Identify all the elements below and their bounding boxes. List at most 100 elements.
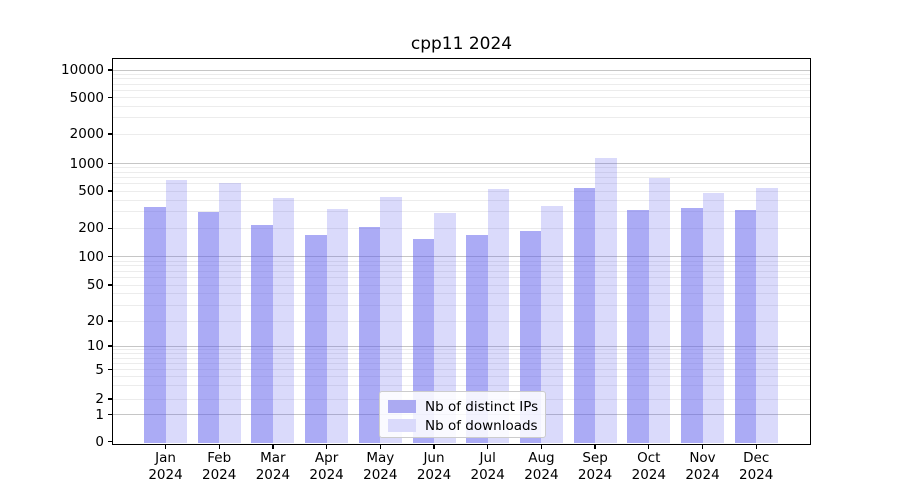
bar-downloads-jun xyxy=(434,213,456,444)
x-tick-label-sep: Sep 2024 xyxy=(559,450,631,483)
gridline-minor xyxy=(113,78,810,80)
bar-distinct-ips-jan xyxy=(144,206,166,444)
y-tick-mark xyxy=(107,162,113,165)
x-tick-month: Apr xyxy=(314,450,339,466)
bar-distinct-ips-dec xyxy=(734,210,757,444)
y-tick-mark xyxy=(107,97,113,99)
gridline-minor xyxy=(113,106,810,108)
x-tick-mark xyxy=(701,443,704,449)
x-tick-year: 2024 xyxy=(255,466,291,483)
bar-distinct-ips-may xyxy=(358,227,381,444)
y-tick-mark xyxy=(107,368,113,371)
gridline-minor xyxy=(113,385,810,387)
y-tick-label: 1000 xyxy=(69,155,104,172)
y-tick-mark xyxy=(107,133,113,135)
gridline-major xyxy=(113,256,810,258)
x-tick-year: 2024 xyxy=(470,466,505,483)
x-tick-label-feb: Feb 2024 xyxy=(183,450,255,483)
y-tick-label: 10000 xyxy=(61,62,104,78)
y-tick-mark xyxy=(107,190,113,192)
gridline-minor xyxy=(113,369,810,370)
x-tick-year: 2024 xyxy=(685,466,720,483)
bar-downloads-aug xyxy=(541,206,563,444)
gridline-minor xyxy=(113,277,810,279)
gridline-minor xyxy=(113,260,810,262)
x-tick-month: Nov xyxy=(689,450,716,466)
bar-distinct-ips-nov xyxy=(681,207,703,444)
y-tick-label: 500 xyxy=(78,183,104,199)
bar-distinct-ips-oct xyxy=(627,209,649,444)
gridline-minor xyxy=(113,133,810,135)
x-tick-label-jun: Jun 2024 xyxy=(398,450,470,483)
legend-swatch-downloads xyxy=(388,419,416,432)
bar-downloads-oct xyxy=(648,178,671,444)
x-tick-label-may: May 2024 xyxy=(344,450,416,483)
gridline-minor xyxy=(113,73,810,75)
x-tick-mark xyxy=(272,443,274,449)
x-tick-month: Mar xyxy=(260,450,286,466)
legend: Nb of distinct IPs Nb of downloads xyxy=(379,391,546,438)
y-tick-label: 100 xyxy=(78,248,104,265)
x-tick-month: Dec xyxy=(743,450,770,466)
gridline-minor xyxy=(113,199,810,201)
x-tick-month: May xyxy=(366,450,395,466)
y-tick-label: 0 xyxy=(95,433,104,450)
y-tick-label: 10 xyxy=(86,338,104,354)
y-tick-label: 200 xyxy=(78,220,104,237)
gridline-minor xyxy=(113,171,810,173)
y-tick-label: 20 xyxy=(86,313,104,329)
gridline-minor xyxy=(113,376,810,378)
x-tick-mark xyxy=(594,443,596,449)
x-tick-year: 2024 xyxy=(524,466,559,483)
bar-distinct-ips-sep xyxy=(573,187,596,444)
gridline-minor xyxy=(113,304,810,306)
legend-item-distinct-ips: Nb of distinct IPs xyxy=(388,397,539,416)
gridline-minor xyxy=(113,177,810,179)
bar-downloads-jan xyxy=(165,180,187,444)
gridline-minor xyxy=(113,183,810,185)
x-tick-label-apr: Apr 2024 xyxy=(291,450,363,483)
x-tick-year: 2024 xyxy=(202,466,237,483)
x-tick-label-nov: Nov 2024 xyxy=(667,450,739,483)
x-tick-mark xyxy=(218,443,220,449)
y-tick-mark xyxy=(107,69,113,71)
bar-downloads-dec xyxy=(756,188,778,444)
x-tick-year: 2024 xyxy=(739,466,774,483)
gridline-minor xyxy=(113,265,810,267)
x-tick-year: 2024 xyxy=(416,466,452,483)
x-tick-month: Jul xyxy=(479,450,496,466)
gridline-minor xyxy=(113,97,810,99)
x-tick-mark xyxy=(540,443,543,449)
y-tick-label: 2 xyxy=(95,391,104,407)
gridline-minor xyxy=(113,190,810,192)
gridline-major xyxy=(113,69,810,71)
legend-swatch-distinct-ips xyxy=(388,400,416,413)
x-tick-month: Oct xyxy=(637,450,661,466)
y-tick-mark xyxy=(107,227,113,229)
bar-distinct-ips-mar xyxy=(251,225,273,444)
legend-label-distinct-ips: Nb of distinct IPs xyxy=(425,398,539,415)
x-tick-mark xyxy=(164,443,167,449)
x-tick-month: Aug xyxy=(528,450,555,466)
bar-downloads-feb xyxy=(219,182,241,444)
x-tick-month: Jan xyxy=(155,450,176,466)
x-tick-label-dec: Dec 2024 xyxy=(720,450,792,483)
gridline-minor xyxy=(113,353,810,355)
bar-downloads-jul xyxy=(487,189,510,444)
gridline-minor xyxy=(113,83,810,85)
x-tick-label-mar: Mar 2024 xyxy=(237,450,309,483)
y-tick-label: 5 xyxy=(95,361,104,378)
gridline-minor xyxy=(113,349,810,351)
x-tick-year: 2024 xyxy=(577,466,613,483)
gridline-minor xyxy=(113,227,810,229)
x-tick-mark xyxy=(379,443,381,449)
chart-title: cpp11 2024 xyxy=(410,34,513,54)
bar-distinct-ips-aug xyxy=(519,231,542,444)
bar-downloads-mar xyxy=(272,198,295,444)
y-tick-mark xyxy=(107,284,113,286)
bar-downloads-apr xyxy=(326,209,349,444)
y-tick-mark xyxy=(107,320,113,322)
y-tick-mark xyxy=(107,440,113,443)
